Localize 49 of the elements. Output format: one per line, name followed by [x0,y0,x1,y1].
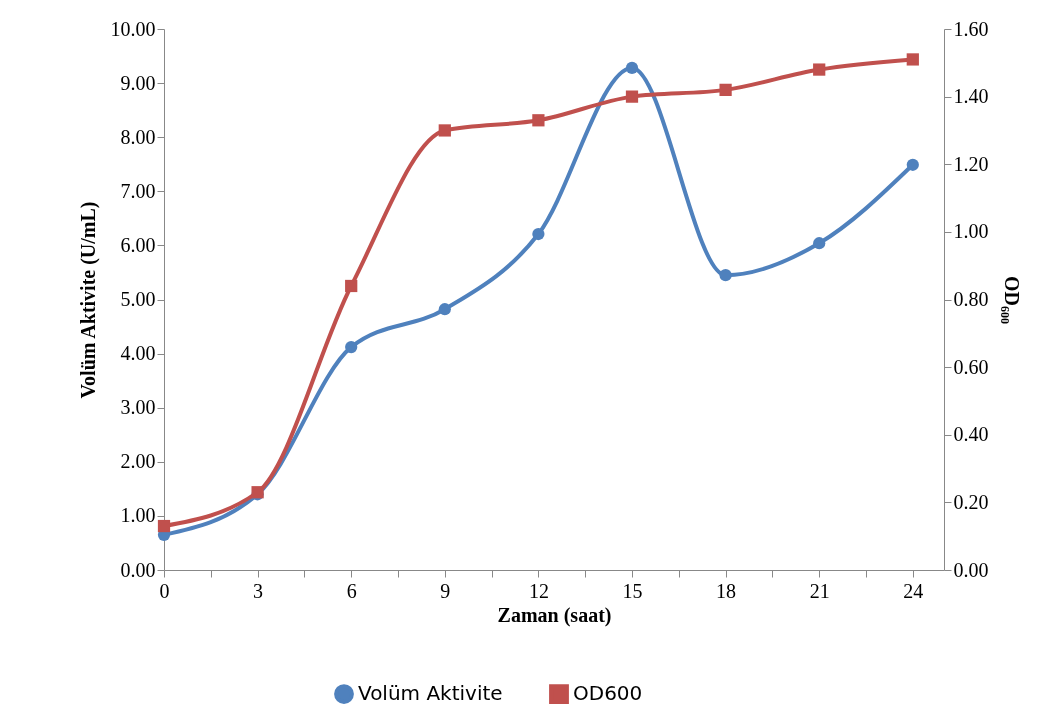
y-tick-label: 3.00 [120,396,156,419]
legend-label: Volüm Aktivite [358,681,503,706]
point [532,114,545,127]
point [906,53,919,66]
x-tick-label: 0 [159,579,170,602]
point [345,341,358,354]
y-tick-label: 1.00 [120,504,156,527]
x-axis-title: Zaman (saat) [497,603,612,627]
point [813,63,826,76]
y-tick-label: 2.00 [120,450,156,473]
y2-tick-label: 1.00 [953,220,989,243]
x-tick-label: 3 [253,579,264,602]
point [719,269,732,282]
point [813,237,826,250]
y2-tick-label: 1.20 [953,152,989,175]
y-tick-label: 4.00 [120,342,156,365]
y-tick-label: 9.00 [120,71,156,94]
y2-tick-label: 1.60 [953,17,989,40]
point [157,519,171,533]
y2-tick-label: 0.80 [953,288,989,310]
y2-tick-label: 0.00 [953,558,989,581]
y-tick-label: 10.00 [110,17,156,40]
x-tick-label: 6 [346,579,357,602]
y2-tick-label: 0.60 [953,355,989,378]
y2-axis-title: OD₆₀₀ [1000,276,1023,324]
y-tick-label: 0.00 [120,558,156,581]
point [438,124,451,137]
y-tick-label: 5.00 [120,288,156,310]
x-tick-label: 15 [622,579,643,602]
x-tick-label: 12 [528,579,549,602]
y-tick-label: 6.00 [120,233,156,256]
x-tick-label: 24 [903,579,924,602]
point [532,227,545,241]
point [438,303,451,316]
x-tick-label: 9 [440,579,451,602]
legend-label: OD600 [573,681,643,706]
y-tick-label: 7.00 [120,179,156,202]
point [719,83,732,96]
y2-tick-label: 0.20 [953,490,989,513]
x-tick-label: 18 [716,579,737,602]
y2-tick-label: 0.40 [953,423,989,446]
y2-tick-label: 1.40 [953,85,989,108]
x-tick-label: 21 [809,579,830,602]
point [345,279,358,293]
point [625,90,639,103]
y-axis-title: Volüm Aktivite (U/mL) [76,201,100,399]
y-tick-label: 8.00 [120,125,156,148]
point [906,158,919,171]
point [625,61,639,75]
